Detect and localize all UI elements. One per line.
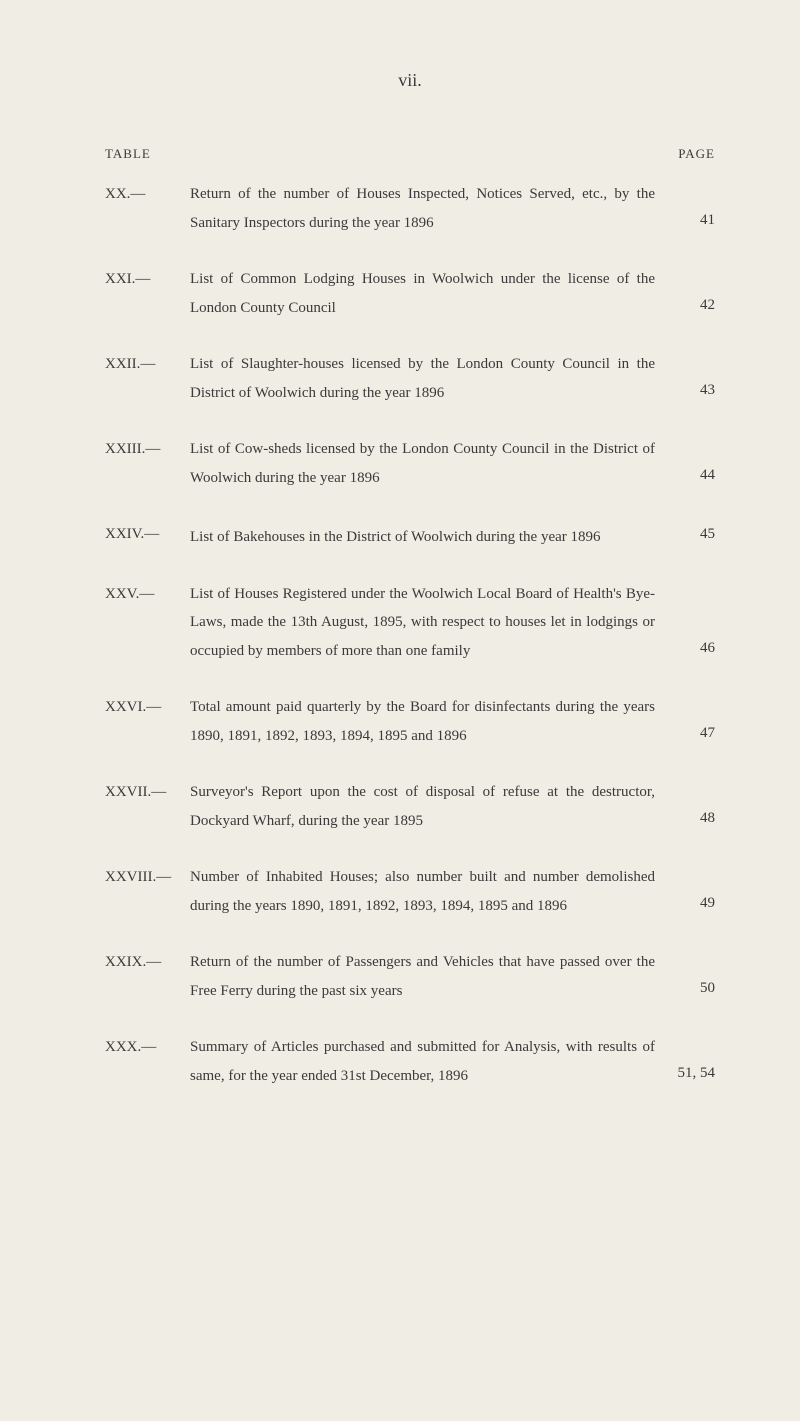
toc-entry: XXI.—List of Common Lodging Houses in Wo… [105,265,715,322]
toc-entry: XXIX.—Return of the number of Passengers… [105,948,715,1005]
entry-page-number: 46 [655,634,715,666]
entry-description: Return of the number of Passengers and V… [190,948,655,1005]
toc-entry: XXVIII.—Number of Inhabited Houses; also… [105,863,715,920]
entry-body: List of Cow-sheds licensed by the London… [190,435,715,492]
entry-body: Number of Inhabited Houses; also number … [190,863,715,920]
entry-body: List of Houses Registered under the Wool… [190,580,715,666]
entry-number: XXIX.— [105,948,190,977]
entry-body: Summary of Articles purchased and submit… [190,1033,715,1090]
entry-page-number: 51, 54 [655,1059,715,1091]
entry-number: XXVIII.— [105,863,190,892]
entry-number: XXIII.— [105,435,190,464]
entry-number: XXV.— [105,580,190,609]
toc-entry: XXII.—List of Slaughter-houses licensed … [105,350,715,407]
toc-entry: XXVII.—Surveyor's Report upon the cost o… [105,778,715,835]
entry-body: List of Slaughter-houses licensed by the… [190,350,715,407]
entry-body: List of Bakehouses in the District of Wo… [190,520,715,552]
entry-description: List of Houses Registered under the Wool… [190,580,655,666]
entry-description: List of Bakehouses in the District of Wo… [190,523,655,552]
entry-number: XXIV.— [105,520,190,549]
entry-page-number: 45 [655,520,715,552]
entry-description: Summary of Articles purchased and submit… [190,1033,655,1090]
entry-description: Surveyor's Report upon the cost of dispo… [190,778,655,835]
entry-page-number: 48 [655,804,715,836]
entry-page-number: 43 [655,376,715,408]
toc-entry: XXVI.—Total amount paid quarterly by the… [105,693,715,750]
entry-description: List of Cow-sheds licensed by the London… [190,435,655,492]
header-table: TABLE [105,146,151,162]
entry-description: List of Slaughter-houses licensed by the… [190,350,655,407]
page-number: vii. [105,70,715,91]
header-page: PAGE [678,146,715,162]
toc-entry: XX.—Return of the number of Houses Inspe… [105,180,715,237]
entry-description: List of Common Lodging Houses in Woolwic… [190,265,655,322]
entry-page-number: 41 [655,206,715,238]
toc-entry: XXV.—List of Houses Registered under the… [105,580,715,666]
toc-entry: XXX.—Summary of Articles purchased and s… [105,1033,715,1090]
entry-body: Total amount paid quarterly by the Board… [190,693,715,750]
toc-entry: XXIII.—List of Cow-sheds licensed by the… [105,435,715,492]
table-of-contents: XX.—Return of the number of Houses Inspe… [105,180,715,1090]
entry-page-number: 44 [655,461,715,493]
entry-body: Return of the number of Houses Inspected… [190,180,715,237]
toc-entry: XXIV.—List of Bakehouses in the District… [105,520,715,552]
entry-number: XXX.— [105,1033,190,1062]
entry-body: List of Common Lodging Houses in Woolwic… [190,265,715,322]
entry-page-number: 50 [655,974,715,1006]
entry-description: Total amount paid quarterly by the Board… [190,693,655,750]
entry-number: XXI.— [105,265,190,294]
entry-page-number: 49 [655,889,715,921]
entry-body: Return of the number of Passengers and V… [190,948,715,1005]
entry-page-number: 42 [655,291,715,323]
header-row: TABLE PAGE [105,146,715,162]
entry-number: XXVII.— [105,778,190,807]
entry-page-number: 47 [655,719,715,751]
entry-description: Return of the number of Houses Inspected… [190,180,655,237]
entry-number: XXVI.— [105,693,190,722]
entry-number: XX.— [105,180,190,209]
entry-number: XXII.— [105,350,190,379]
entry-body: Surveyor's Report upon the cost of dispo… [190,778,715,835]
entry-description: Number of Inhabited Houses; also number … [190,863,655,920]
